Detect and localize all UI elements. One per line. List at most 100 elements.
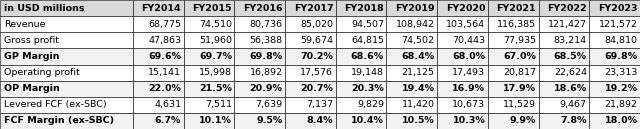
Bar	[234, 81, 285, 97]
Bar	[234, 16, 285, 32]
Text: 56,388: 56,388	[250, 36, 283, 45]
Text: 17.9%: 17.9%	[503, 84, 536, 93]
Text: 23,313: 23,313	[604, 68, 637, 77]
Text: 68,775: 68,775	[148, 20, 181, 29]
Text: 94,507: 94,507	[351, 20, 384, 29]
Text: 20.3%: 20.3%	[351, 84, 384, 93]
Bar	[488, 48, 539, 64]
Text: GP Margin: GP Margin	[4, 52, 60, 61]
Text: 10.4%: 10.4%	[351, 116, 384, 125]
Bar	[488, 97, 539, 113]
Bar	[387, 16, 437, 32]
Text: 83,214: 83,214	[554, 36, 587, 45]
Text: 121,572: 121,572	[598, 20, 637, 29]
Text: Revenue: Revenue	[4, 20, 45, 29]
Text: 10.3%: 10.3%	[452, 116, 485, 125]
Bar	[133, 113, 184, 129]
Bar	[336, 48, 387, 64]
Text: 67.0%: 67.0%	[503, 52, 536, 61]
Text: 80,736: 80,736	[250, 20, 283, 29]
Bar	[184, 48, 234, 64]
Bar	[184, 32, 234, 48]
Bar	[539, 113, 589, 129]
Bar	[285, 32, 336, 48]
Text: 59,674: 59,674	[300, 36, 333, 45]
Text: 68.0%: 68.0%	[452, 52, 485, 61]
Bar	[234, 97, 285, 113]
Bar	[184, 81, 234, 97]
Bar	[589, 97, 640, 113]
Bar	[234, 48, 285, 64]
Bar	[184, 113, 234, 129]
Text: 74,502: 74,502	[402, 36, 435, 45]
Bar	[589, 32, 640, 48]
Bar	[437, 48, 488, 64]
Text: 19,148: 19,148	[351, 68, 384, 77]
Bar	[539, 97, 589, 113]
Bar	[387, 113, 437, 129]
Text: Gross profit: Gross profit	[4, 36, 59, 45]
Bar	[336, 81, 387, 97]
Bar	[285, 16, 336, 32]
Bar	[539, 16, 589, 32]
Bar	[437, 0, 488, 16]
Bar	[387, 64, 437, 81]
Bar	[184, 64, 234, 81]
Text: 15,141: 15,141	[148, 68, 181, 77]
Text: FY2016: FY2016	[243, 4, 283, 13]
Bar	[133, 97, 184, 113]
Text: 7,639: 7,639	[255, 100, 283, 109]
Text: 17,493: 17,493	[452, 68, 485, 77]
Text: Operating profit: Operating profit	[4, 68, 80, 77]
Bar	[387, 97, 437, 113]
Text: FY2021: FY2021	[497, 4, 536, 13]
Bar	[589, 16, 640, 32]
Bar	[285, 64, 336, 81]
Bar	[387, 0, 437, 16]
Text: 69.8%: 69.8%	[604, 52, 637, 61]
Text: 68.5%: 68.5%	[554, 52, 587, 61]
Bar	[589, 64, 640, 81]
Text: 16,892: 16,892	[250, 68, 283, 77]
Bar	[539, 81, 589, 97]
Bar	[589, 48, 640, 64]
Bar	[234, 64, 285, 81]
Text: 18.0%: 18.0%	[605, 116, 637, 125]
Text: 16.9%: 16.9%	[452, 84, 485, 93]
Bar	[285, 97, 336, 113]
Bar	[133, 0, 184, 16]
Bar	[0, 113, 133, 129]
Bar	[0, 48, 133, 64]
Text: 21,892: 21,892	[605, 100, 637, 109]
Text: FCF Margin (ex-SBC): FCF Margin (ex-SBC)	[4, 116, 114, 125]
Bar	[133, 81, 184, 97]
Bar	[437, 97, 488, 113]
Bar	[387, 48, 437, 64]
Text: 20.9%: 20.9%	[250, 84, 283, 93]
Text: 22.0%: 22.0%	[148, 84, 181, 93]
Text: 51,960: 51,960	[199, 36, 232, 45]
Text: 69.7%: 69.7%	[199, 52, 232, 61]
Bar	[488, 32, 539, 48]
Text: 70,443: 70,443	[452, 36, 485, 45]
Bar	[539, 48, 589, 64]
Bar	[0, 0, 133, 16]
Bar	[184, 0, 234, 16]
Bar	[437, 16, 488, 32]
Bar	[0, 16, 133, 32]
Text: 70.2%: 70.2%	[300, 52, 333, 61]
Bar	[539, 64, 589, 81]
Bar	[285, 113, 336, 129]
Text: 21.5%: 21.5%	[199, 84, 232, 93]
Bar	[488, 81, 539, 97]
Bar	[336, 97, 387, 113]
Bar	[285, 81, 336, 97]
Text: 11,420: 11,420	[402, 100, 435, 109]
Bar	[133, 32, 184, 48]
Bar	[133, 16, 184, 32]
Text: FY2019: FY2019	[395, 4, 435, 13]
Text: 10.5%: 10.5%	[402, 116, 435, 125]
Text: 103,564: 103,564	[446, 20, 485, 29]
Text: 9,829: 9,829	[357, 100, 384, 109]
Text: 10.1%: 10.1%	[199, 116, 232, 125]
